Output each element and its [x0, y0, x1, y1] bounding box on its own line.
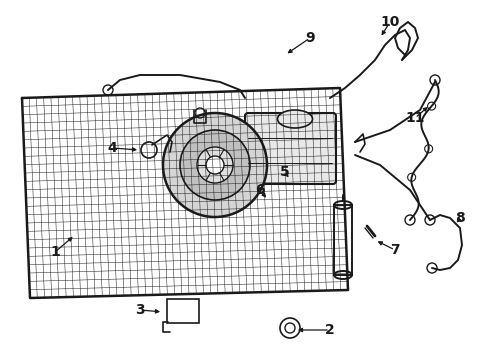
- Text: 6: 6: [255, 183, 264, 197]
- FancyBboxPatch shape: [244, 113, 335, 184]
- Circle shape: [163, 113, 266, 217]
- FancyBboxPatch shape: [167, 299, 199, 323]
- Ellipse shape: [277, 110, 312, 128]
- Circle shape: [197, 147, 232, 183]
- Text: 2: 2: [325, 323, 334, 337]
- Text: 8: 8: [454, 211, 464, 225]
- Text: 5: 5: [280, 165, 289, 179]
- Text: 10: 10: [380, 15, 399, 29]
- Text: 4: 4: [107, 141, 117, 155]
- Text: 9: 9: [305, 31, 314, 45]
- Text: 7: 7: [389, 243, 399, 257]
- Text: 11: 11: [405, 111, 424, 125]
- Text: 3: 3: [135, 303, 144, 317]
- Circle shape: [180, 130, 249, 200]
- Circle shape: [205, 156, 224, 174]
- Ellipse shape: [333, 201, 351, 209]
- Ellipse shape: [333, 271, 351, 279]
- Text: 1: 1: [50, 245, 60, 259]
